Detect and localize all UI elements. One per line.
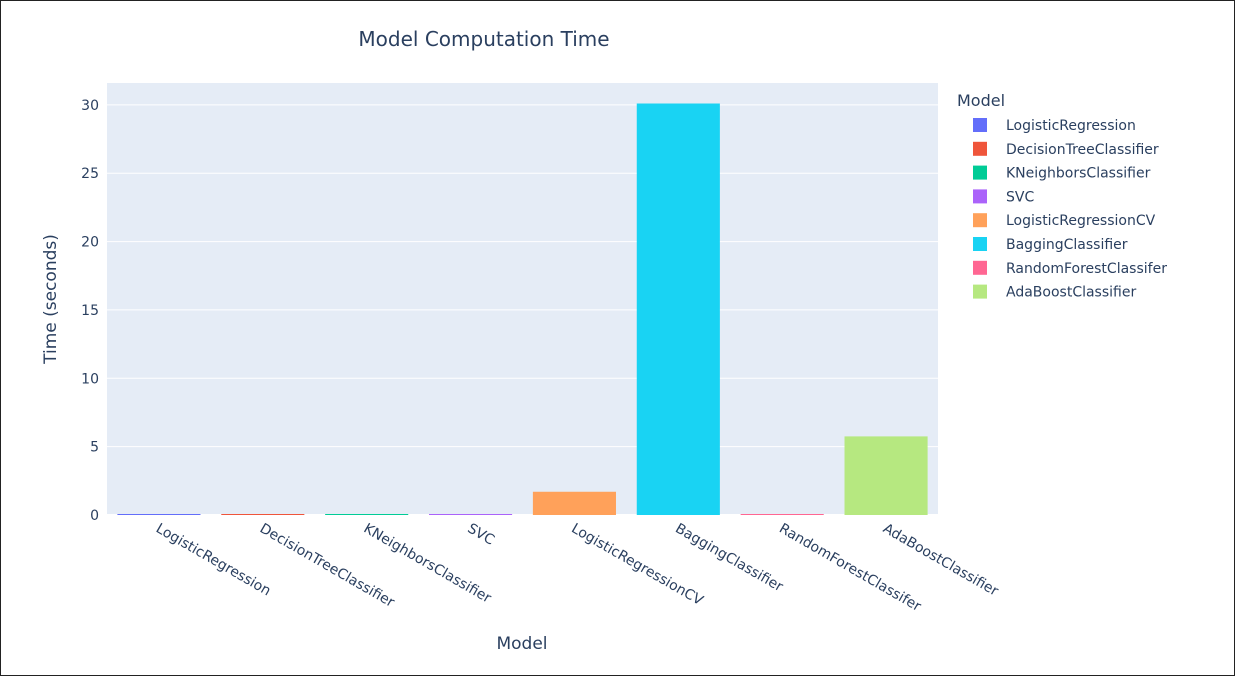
bar-AdaBoostClassifier[interactable] [844, 436, 928, 515]
legend-item[interactable]: LogisticRegression [973, 118, 1136, 134]
legend-label: LogisticRegression [1006, 118, 1136, 134]
legend-item[interactable]: LogisticRegressionCV [973, 213, 1156, 229]
legend-swatch [973, 284, 987, 299]
legend-swatch [973, 237, 987, 251]
y-tick-label: 5 [90, 440, 99, 456]
bar-BaggingClassifier[interactable] [636, 103, 720, 515]
bar-DecisionTreeClassifier[interactable] [221, 514, 305, 515]
y-tick-label: 20 [81, 235, 99, 251]
legend-label: BaggingClassifier [1006, 237, 1128, 253]
x-tick-label: SVC [465, 521, 498, 549]
bars [117, 103, 928, 515]
y-tick-label: 15 [81, 303, 99, 319]
y-tick-label: 10 [81, 371, 99, 387]
x-axis-ticks: LogisticRegressionDecisionTreeClassifier… [153, 521, 1001, 615]
legend-label: KNeighborsClassifier [1006, 166, 1151, 182]
bar-LogisticRegression[interactable] [117, 514, 201, 515]
legend-title: Model [957, 91, 1005, 110]
bar-KNeighborsClassifier[interactable] [325, 514, 409, 515]
legend-swatch [973, 165, 987, 180]
legend-item[interactable]: AdaBoostClassifier [973, 284, 1136, 301]
x-tick-label: LogisticRegression [153, 521, 273, 600]
x-axis-title: Model [496, 634, 547, 654]
legend-label: LogisticRegressionCV [1006, 213, 1156, 229]
y-tick-label: 30 [81, 98, 99, 114]
bar-LogisticRegressionCV[interactable] [532, 491, 616, 515]
legend-item[interactable]: DecisionTreeClassifier [973, 141, 1159, 158]
legend-item[interactable]: SVC [973, 189, 1034, 205]
chart-title: Model Computation Time [358, 27, 609, 51]
y-tick-label: 25 [81, 166, 99, 182]
legend-item[interactable]: BaggingClassifier [973, 237, 1128, 253]
bar-RandomForestClassifer[interactable] [740, 514, 824, 515]
legend-swatch [973, 213, 987, 228]
legend-swatch [973, 118, 987, 132]
legend-label: SVC [1006, 189, 1034, 205]
legend: Model LogisticRegression DecisionTreeClas… [957, 91, 1167, 301]
legend-item[interactable]: KNeighborsClassifier [973, 165, 1151, 182]
plot-area [107, 83, 938, 515]
x-tick-label: BaggingClassifier [672, 521, 785, 596]
legend-swatch [973, 189, 987, 204]
legend-swatch [973, 141, 987, 156]
y-axis-ticks: 0 5 10 15 20 25 30 [81, 98, 99, 524]
bar-SVC[interactable] [429, 514, 513, 515]
legend-swatch [973, 260, 987, 275]
y-axis-title: Time (seconds) [41, 234, 61, 365]
y-tick-label: 0 [90, 508, 99, 524]
legend-label: AdaBoostClassifier [1006, 285, 1136, 301]
legend-label: RandomForestClassifer [1006, 261, 1167, 277]
legend-label: DecisionTreeClassifier [1006, 142, 1159, 158]
legend-item[interactable]: RandomForestClassifer [973, 260, 1167, 277]
